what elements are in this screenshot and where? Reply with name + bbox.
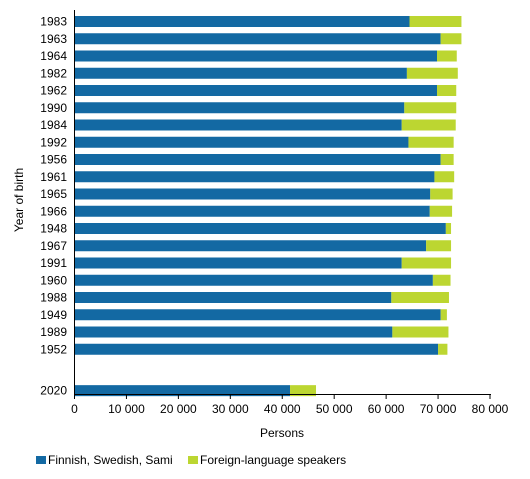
x-tick-label-60000: 60 000 bbox=[368, 402, 405, 416]
y-tick-label-1984: 1984 bbox=[40, 118, 67, 132]
bar-finnish-swedish-sami-1982 bbox=[74, 67, 407, 79]
x-tick-label-80000: 80 000 bbox=[472, 402, 509, 416]
bar-foreign-language-speakers-1967 bbox=[426, 240, 452, 252]
bar-foreign-language-speakers-1962 bbox=[437, 85, 457, 96]
bar-finnish-swedish-sami-1962 bbox=[74, 85, 438, 96]
y-labels-layer: 1983 1963 1964 1982 1962 1990 1984 1992 1956 1961… bbox=[40, 15, 67, 398]
bar-foreign-language-speakers-1984 bbox=[401, 119, 456, 131]
bar-foreign-language-speakers-1948 bbox=[445, 223, 452, 234]
bar-foreign-language-speakers-1982 bbox=[406, 67, 458, 79]
bar-finnish-swedish-sami-1949 bbox=[74, 309, 441, 321]
y-tick-label-1948: 1948 bbox=[40, 222, 67, 236]
bar-finnish-swedish-sami-1961 bbox=[74, 171, 435, 183]
bar-foreign-language-speakers-1956 bbox=[440, 154, 454, 165]
y-tick-label-2020: 2020 bbox=[40, 384, 67, 398]
y-tick-label-1965: 1965 bbox=[40, 187, 67, 201]
bar-finnish-swedish-sami-1990 bbox=[74, 102, 405, 114]
bar-foreign-language-speakers-1963 bbox=[440, 33, 462, 45]
bar-finnish-swedish-sami-1956 bbox=[74, 154, 441, 165]
bar-foreign-language-speakers-1983 bbox=[409, 16, 462, 27]
x-ticks-layer: 0 10 000 20 000 30 000 40 000 50 000 60 000 70 … bbox=[71, 394, 509, 416]
y-tick-label-1949: 1949 bbox=[40, 308, 67, 322]
x-tick-label-0: 0 bbox=[71, 402, 78, 416]
y-tick-label-1960: 1960 bbox=[40, 273, 67, 287]
y-tick-label-1966: 1966 bbox=[40, 204, 67, 218]
bar-finnish-swedish-sami-1984 bbox=[74, 119, 402, 131]
y-tick-label-1991: 1991 bbox=[40, 256, 67, 270]
bar-foreign-language-speakers-2020 bbox=[290, 385, 317, 397]
legend-label-finnish-swedish-sami: Finnish, Swedish, Sami bbox=[48, 453, 173, 467]
bar-foreign-language-speakers-1952 bbox=[438, 343, 448, 355]
bar-finnish-swedish-sami-1991 bbox=[74, 257, 402, 269]
x-tick-label-50000: 50 000 bbox=[316, 402, 353, 416]
bar-finnish-swedish-sami-1966 bbox=[74, 205, 430, 217]
bar-foreign-language-speakers-1988 bbox=[391, 292, 449, 303]
y-tick-label-1961: 1961 bbox=[40, 170, 67, 184]
legend: Finnish, Swedish, Sami Foreign-language … bbox=[36, 453, 346, 467]
y-tick-label-1982: 1982 bbox=[40, 66, 67, 80]
y-tick-label-1989: 1989 bbox=[40, 325, 67, 339]
bar-finnish-swedish-sami-1964 bbox=[74, 50, 438, 62]
y-tick-label-1992: 1992 bbox=[40, 135, 67, 149]
y-tick-label-1952: 1952 bbox=[40, 342, 67, 356]
bar-finnish-swedish-sami-1967 bbox=[74, 240, 427, 252]
bar-foreign-language-speakers-1992 bbox=[408, 136, 454, 148]
bar-foreign-language-speakers-1964 bbox=[437, 50, 457, 62]
bar-finnish-swedish-sami-1965 bbox=[74, 188, 431, 200]
bar-foreign-language-speakers-1991 bbox=[401, 257, 452, 269]
bar-finnish-swedish-sami-1948 bbox=[74, 223, 446, 234]
y-tick-label-1988: 1988 bbox=[40, 291, 67, 305]
bars-layer bbox=[74, 16, 462, 397]
x-tick-label-30000: 30 000 bbox=[212, 402, 249, 416]
bar-finnish-swedish-sami-1960 bbox=[74, 274, 433, 286]
x-tick-label-20000: 20 000 bbox=[160, 402, 197, 416]
y-tick-label-1990: 1990 bbox=[40, 101, 67, 115]
y-tick-label-1964: 1964 bbox=[40, 49, 67, 63]
bar-finnish-swedish-sami-1983 bbox=[74, 16, 410, 27]
y-tick-label-1962: 1962 bbox=[40, 84, 67, 98]
y-tick-label-1963: 1963 bbox=[40, 32, 67, 46]
legend-swatch-finnish-swedish-sami bbox=[36, 456, 46, 464]
bar-finnish-swedish-sami-1952 bbox=[74, 343, 439, 355]
bar-foreign-language-speakers-1949 bbox=[440, 309, 447, 321]
legend-label-foreign-language-speakers: Foreign-language speakers bbox=[200, 453, 346, 467]
bar-foreign-language-speakers-1966 bbox=[429, 205, 453, 217]
y-tick-label-1983: 1983 bbox=[40, 15, 67, 29]
bar-finnish-swedish-sami-2020 bbox=[74, 385, 291, 397]
bar-finnish-swedish-sami-1992 bbox=[74, 136, 409, 148]
bar-foreign-language-speakers-1961 bbox=[434, 171, 455, 183]
y-tick-label-1967: 1967 bbox=[40, 239, 67, 253]
bar-foreign-language-speakers-1965 bbox=[430, 188, 453, 200]
bar-foreign-language-speakers-1990 bbox=[404, 102, 457, 114]
bar-foreign-language-speakers-1960 bbox=[432, 274, 451, 286]
bar-foreign-language-speakers-1989 bbox=[392, 326, 449, 338]
y-tick-label-1956: 1956 bbox=[40, 153, 67, 167]
bar-finnish-swedish-sami-1988 bbox=[74, 292, 392, 303]
x-tick-label-70000: 70 000 bbox=[420, 402, 457, 416]
y-axis-title: Year of birth bbox=[12, 168, 26, 232]
bar-finnish-swedish-sami-1963 bbox=[74, 33, 441, 45]
x-tick-label-40000: 40 000 bbox=[264, 402, 301, 416]
x-tick-label-10000: 10 000 bbox=[108, 402, 145, 416]
x-axis-title: Persons bbox=[260, 426, 304, 440]
bar-finnish-swedish-sami-1989 bbox=[74, 326, 393, 338]
legend-swatch-foreign-language-speakers bbox=[188, 456, 198, 464]
